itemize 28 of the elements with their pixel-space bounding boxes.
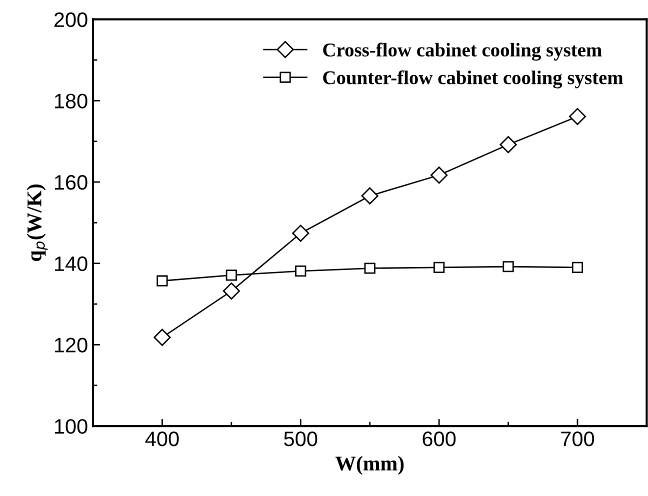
x-tick-label: 600 bbox=[422, 431, 456, 446]
x-tick-label: 700 bbox=[561, 431, 594, 446]
y-tick-label: 180 bbox=[54, 94, 88, 108]
point bbox=[361, 187, 378, 204]
y-tick-label: 100 bbox=[54, 419, 88, 434]
point bbox=[222, 282, 240, 300]
point bbox=[502, 261, 514, 272]
point bbox=[154, 328, 171, 346]
y-tick-label: 200 bbox=[54, 12, 88, 28]
y-axis-title: q$_{p}$(W/K) bbox=[26, 184, 48, 262]
point bbox=[292, 224, 310, 242]
point bbox=[295, 266, 306, 277]
legend-label: Counter-flow cabinet cooling system bbox=[323, 70, 624, 88]
legend-label: Cross-flow cabinet cooling system bbox=[323, 42, 602, 61]
point bbox=[226, 270, 237, 281]
point bbox=[364, 262, 376, 274]
point bbox=[434, 262, 445, 273]
point bbox=[568, 108, 586, 126]
y-tick-label: 120 bbox=[54, 338, 88, 352]
y-tick-label: 140 bbox=[54, 256, 88, 272]
point bbox=[156, 275, 168, 286]
point bbox=[500, 136, 517, 154]
x-tick-label: 400 bbox=[145, 431, 179, 446]
x-axis-title: W(mm) bbox=[335, 456, 404, 475]
point bbox=[430, 166, 448, 184]
y-tick-label: 160 bbox=[54, 175, 88, 190]
point bbox=[572, 262, 584, 273]
x-tick-label: 500 bbox=[284, 431, 318, 446]
